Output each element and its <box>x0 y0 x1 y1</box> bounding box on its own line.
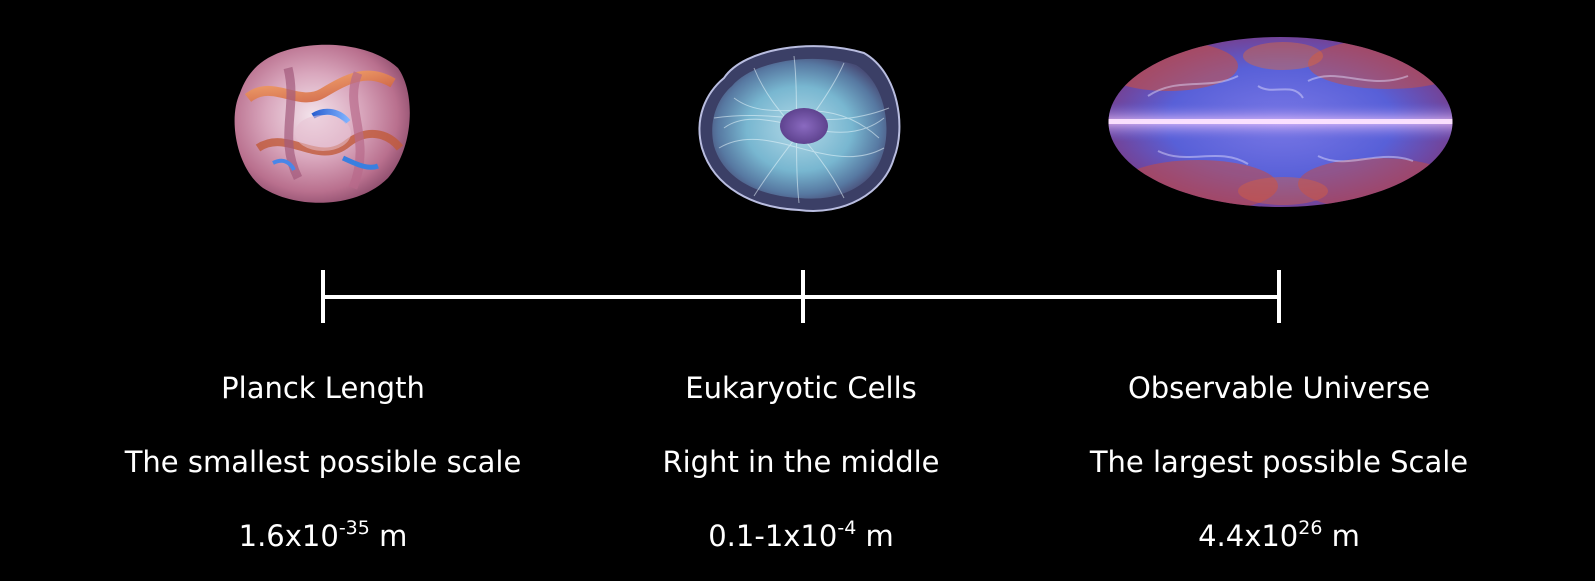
cmb-sky-map-image <box>1108 37 1453 207</box>
planck-name: Planck Length <box>221 371 425 405</box>
planck-size-mantissa: 1.6x10 <box>238 519 339 553</box>
planck-size: 1.6x10-35 m <box>93 517 553 554</box>
universe-size: 4.4x1026 m <box>1049 517 1509 554</box>
universe-name: Observable Universe <box>1127 371 1431 405</box>
cell-size: 0.1-1x10-4 m <box>571 517 1031 554</box>
universe-size-unit: m <box>1331 519 1360 553</box>
cell-size-exponent: -4 <box>837 517 857 539</box>
universe-size-mantissa: 4.4x10 <box>1198 519 1299 553</box>
eukaryotic-cell-image <box>698 45 901 212</box>
cell-size-mantissa: 0.1-1x10 <box>708 519 838 553</box>
calabi-yau-manifold-image <box>234 44 410 203</box>
planck-description: The smallest possible scale <box>124 445 522 479</box>
planck-size-unit: m <box>379 519 408 553</box>
universe-description: The largest possible Scale <box>1089 445 1469 479</box>
planck-size-exponent: -35 <box>338 517 370 539</box>
cell-description: Right in the middle <box>662 445 940 479</box>
cell-name: Eukaryotic Cells <box>685 371 917 405</box>
cell-size-unit: m <box>865 519 894 553</box>
universe-size-exponent: 26 <box>1298 517 1323 539</box>
